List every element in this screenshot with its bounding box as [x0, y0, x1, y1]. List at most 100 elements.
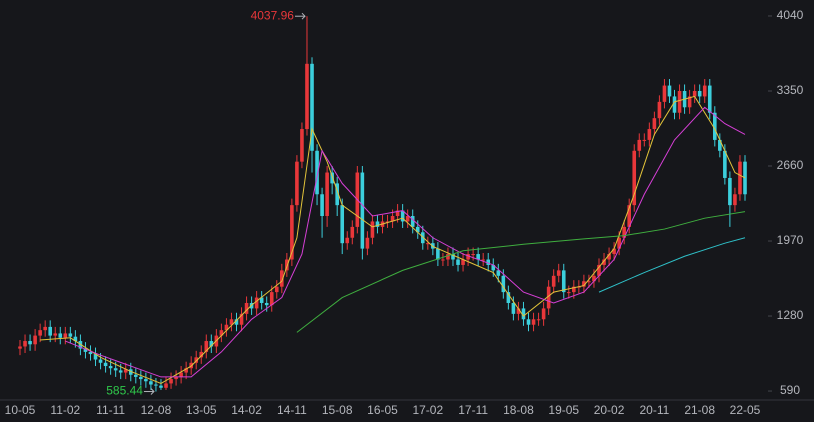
candle-body	[697, 90, 702, 97]
candle-body	[103, 362, 108, 367]
candle-body	[164, 383, 168, 388]
candle-body	[592, 275, 596, 282]
candle-body	[229, 319, 234, 325]
candle-body	[259, 297, 264, 303]
x-tick-label: 17-02	[412, 403, 443, 417]
candle-body	[531, 319, 536, 325]
candle-body	[723, 150, 727, 178]
candle-body	[330, 172, 334, 184]
x-tick-label: 15-08	[322, 403, 353, 417]
x-tick-label: 19-05	[548, 403, 579, 417]
annotation-arrowhead	[301, 12, 306, 20]
candle-body	[53, 333, 58, 336]
candle-body	[184, 368, 188, 373]
candle-body	[73, 336, 78, 342]
annotation-arrowhead	[150, 388, 155, 395]
candle-body	[390, 216, 395, 222]
candle-body	[511, 302, 516, 314]
x-tick-label: 11-02	[50, 403, 80, 417]
candle-body	[360, 172, 365, 249]
candle-body	[627, 205, 632, 227]
x-tick-label: 13-05	[186, 403, 217, 417]
candle-body	[350, 226, 355, 238]
candle-body	[295, 161, 299, 206]
candle-body	[617, 237, 621, 249]
moving-average-line	[40, 95, 746, 384]
candle-body	[405, 216, 410, 222]
candle-body	[521, 308, 526, 320]
candle-body	[707, 85, 712, 113]
candle-body	[451, 254, 455, 260]
candle-body	[305, 63, 309, 130]
candle-body	[93, 354, 98, 360]
candle-body	[551, 275, 556, 287]
candle-body	[139, 376, 143, 380]
candle-body	[375, 221, 380, 227]
candle-body	[199, 351, 204, 358]
candle-body	[652, 118, 657, 130]
candle-body	[224, 324, 229, 331]
candle-body	[128, 369, 133, 375]
y-tick-label: 1970	[777, 233, 804, 247]
candle-body	[239, 313, 244, 325]
candle-body	[622, 226, 626, 238]
candle-body	[325, 172, 329, 217]
moving-average-line	[598, 237, 746, 293]
candle-body	[345, 237, 350, 244]
candle-body	[441, 259, 445, 261]
annotation-label: 585.44	[106, 384, 143, 398]
candle-body	[692, 90, 697, 97]
candle-body	[733, 194, 737, 206]
candle-body	[88, 351, 93, 355]
annotation-label: 4037.96	[251, 8, 295, 22]
candle-body	[264, 302, 269, 306]
candle-body	[702, 85, 707, 97]
candle-body	[597, 264, 601, 276]
candle-body	[43, 326, 47, 331]
candle-body	[642, 139, 647, 141]
candle-body	[516, 308, 521, 314]
x-tick-label: 17-11	[458, 403, 488, 417]
candle-body	[410, 216, 415, 227]
candle-body	[476, 254, 480, 260]
x-tick-label: 11-11	[96, 403, 125, 417]
candle-body	[526, 319, 531, 325]
candle-body	[566, 292, 571, 294]
candle-body	[154, 384, 158, 386]
candle-body	[501, 275, 506, 293]
x-tick-label: 22-05	[730, 403, 761, 417]
candle-body	[149, 381, 153, 385]
candle-body	[254, 297, 259, 309]
y-tick-label: 2660	[777, 158, 804, 172]
candle-body	[174, 376, 178, 380]
candle-body	[144, 379, 148, 382]
x-tick-label: 21-08	[684, 403, 715, 417]
candle-body	[602, 259, 606, 265]
y-tick-label: 3350	[777, 83, 804, 97]
candle-body	[38, 330, 42, 336]
candle-body	[471, 254, 475, 256]
candle-body	[23, 341, 27, 347]
candle-body	[159, 385, 163, 388]
candle-body	[506, 292, 511, 303]
candle-body	[269, 292, 274, 306]
moving-average-line	[296, 211, 746, 333]
candle-body	[113, 368, 118, 371]
candle-body	[98, 359, 103, 363]
candle-body	[496, 270, 501, 276]
candle-body	[123, 369, 128, 373]
x-tick-label: 14-11	[277, 403, 307, 417]
candle-body	[712, 112, 717, 140]
candle-body	[204, 341, 209, 352]
candle-body	[426, 243, 430, 245]
candle-body	[18, 346, 22, 349]
candle-body	[541, 308, 546, 320]
candle-body	[582, 281, 586, 287]
candle-body	[677, 90, 682, 113]
candle-body	[33, 335, 37, 345]
candle-body	[456, 259, 460, 265]
candle-body	[587, 281, 591, 283]
candle-body	[632, 150, 637, 206]
candle-body	[310, 63, 314, 151]
